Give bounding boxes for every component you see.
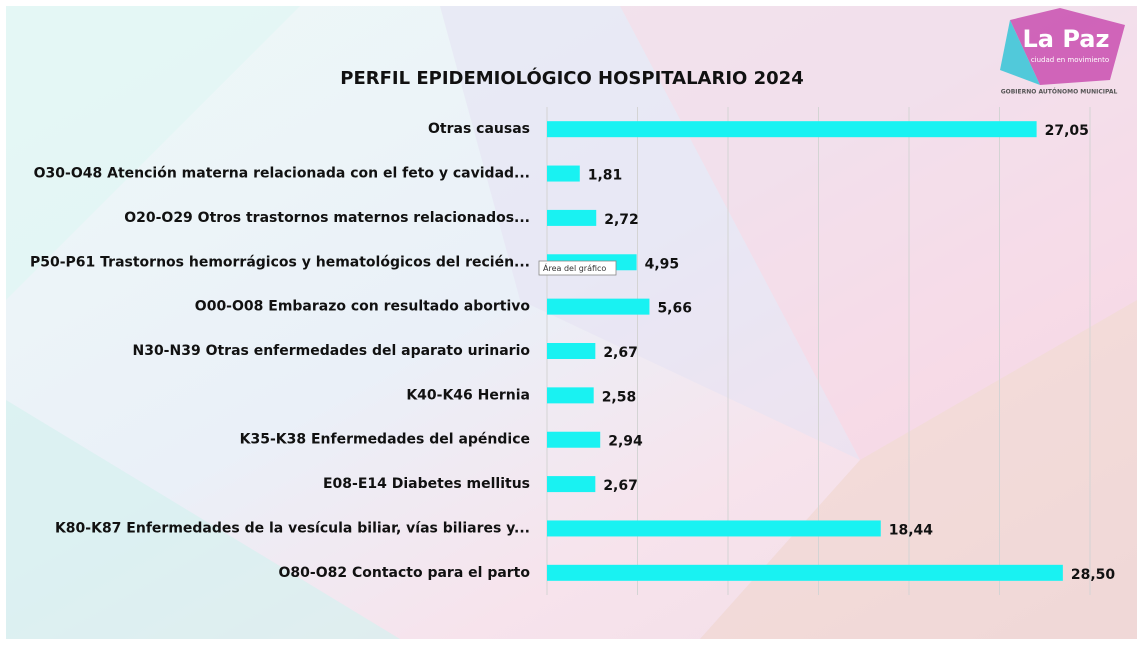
value-label: 2,67 <box>603 478 638 494</box>
value-label: 28,50 <box>1071 567 1116 583</box>
slide: La Paz ciudad en movimiento GOBIERNO AUT… <box>0 0 1143 645</box>
bar <box>547 121 1037 137</box>
category-label: O30-O48 Atención materna relacionada con… <box>34 166 530 182</box>
category-label: K80-K87 Enfermedades de la vesícula bili… <box>55 520 530 536</box>
category-label: O00-O08 Embarazo con resultado abortivo <box>195 299 531 315</box>
category-label: O20-O29 Otros trastornos maternos relaci… <box>124 210 530 226</box>
logo-slogan: ciudad en movimiento <box>1031 56 1109 64</box>
bar <box>547 166 580 182</box>
value-label: 18,44 <box>889 522 934 538</box>
bar <box>547 387 594 403</box>
tooltip: Área del gráfico <box>543 262 606 273</box>
bar <box>547 565 1063 581</box>
bar <box>547 520 881 536</box>
value-label: 2,72 <box>604 212 639 228</box>
bar <box>547 476 595 492</box>
value-label: 4,95 <box>645 256 680 272</box>
value-label: 2,58 <box>602 389 637 405</box>
value-label: 27,05 <box>1045 123 1089 139</box>
category-label: P50-P61 Trastornos hemorrágicos y hemato… <box>30 254 530 270</box>
category-label: N30-N39 Otras enfermedades del aparato u… <box>132 343 530 359</box>
value-label: 2,67 <box>603 345 638 361</box>
value-label: 2,94 <box>608 434 643 450</box>
chart-title: PERFIL EPIDEMIOLÓGICO HOSPITALARIO 2024 <box>340 67 803 89</box>
bar <box>547 299 649 315</box>
value-label: 1,81 <box>588 168 623 184</box>
bar <box>547 210 596 226</box>
category-label: K40-K46 Hernia <box>406 387 530 403</box>
bar <box>547 432 600 448</box>
logo-name: La Paz <box>1023 25 1110 53</box>
bar <box>547 343 595 359</box>
category-label: E08-E14 Diabetes mellitus <box>323 476 530 492</box>
category-label: Otras causas <box>428 121 530 137</box>
category-label: K35-K38 Enfermedades del apéndice <box>240 432 530 448</box>
logo-org: GOBIERNO AUTÓNOMO MUNICIPAL <box>1001 89 1118 96</box>
value-label: 5,66 <box>657 301 692 317</box>
category-label: O80-O82 Contacto para el parto <box>279 565 531 581</box>
